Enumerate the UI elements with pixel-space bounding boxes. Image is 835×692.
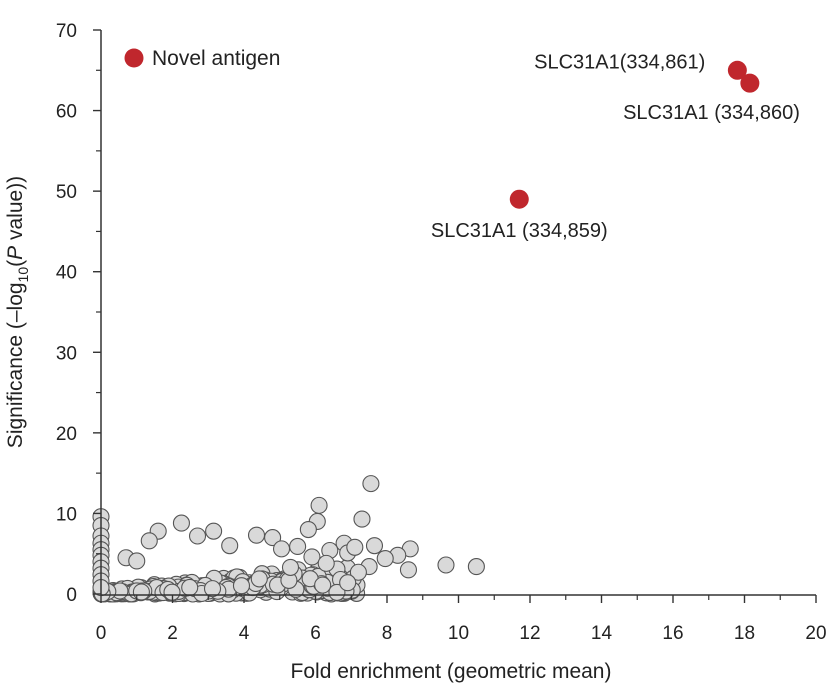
novel-antigen-points-layer: SLC31A1(334,861) SLC31A1 (334,860) SLC31A1… xyxy=(431,51,800,242)
background-point xyxy=(203,580,222,598)
novel-antigen-point xyxy=(509,189,529,209)
novel-antigen-point xyxy=(740,73,760,93)
other-peptide-point xyxy=(399,561,418,579)
background-point xyxy=(250,570,268,588)
other-peptide-points-layer xyxy=(92,475,485,601)
novel-antigen-annotation: SLC31A1(334,861) xyxy=(534,51,705,73)
other-peptide-point xyxy=(349,563,367,581)
background-point xyxy=(132,583,150,601)
x-tick-label: 6 xyxy=(310,623,321,644)
x-tick-label: 10 xyxy=(448,623,469,644)
x-tick-label: 14 xyxy=(591,623,613,644)
other-peptide-point xyxy=(264,529,282,547)
background-point xyxy=(181,578,199,597)
y-tick-label: 60 xyxy=(56,102,77,123)
other-peptide-point xyxy=(314,576,332,594)
other-peptide-point xyxy=(299,520,317,539)
legend-label-novel-antigen: Novel antigen xyxy=(152,47,280,70)
x-tick-label: 0 xyxy=(96,623,107,644)
novel-antigen-annotation: SLC31A1 (334,860) xyxy=(623,102,800,124)
y-tick-label: 40 xyxy=(56,263,77,284)
y-axis-title-subscript: 10 xyxy=(15,267,31,283)
x-axis-ticks: 0 2 4 6 8 10 12 14 16 18 20 xyxy=(96,595,827,644)
other-peptide-point xyxy=(376,549,394,568)
y-axis-title: Significance (–log10(P value)) xyxy=(4,176,31,448)
y-tick-label: 70 xyxy=(56,21,77,42)
other-peptide-point xyxy=(317,554,335,572)
other-peptide-point xyxy=(221,537,239,555)
other-peptide-point xyxy=(310,496,328,514)
other-peptide-point xyxy=(247,526,266,544)
other-peptide-point xyxy=(346,538,364,556)
other-peptide-point xyxy=(328,583,346,601)
other-peptide-point xyxy=(140,532,158,550)
other-peptide-point xyxy=(281,558,300,576)
other-peptide-point xyxy=(353,510,371,528)
x-tick-label: 8 xyxy=(382,623,393,644)
other-peptide-point xyxy=(365,537,384,555)
other-peptide-point xyxy=(128,552,146,570)
other-peptide-point xyxy=(437,556,455,574)
y-axis-title-suffix: value)) xyxy=(4,176,27,246)
y-tick-label: 50 xyxy=(56,182,77,203)
other-peptide-point xyxy=(205,522,223,540)
other-peptide-point xyxy=(289,537,307,556)
other-peptide-point xyxy=(303,548,321,566)
other-peptide-point xyxy=(362,475,380,493)
other-peptide-point xyxy=(467,558,485,576)
y-axis-title-prefix: Significance (–log xyxy=(4,282,27,448)
x-tick-label: 12 xyxy=(519,623,540,644)
y-axis-title-italic: P xyxy=(4,246,27,260)
other-peptide-point xyxy=(339,574,357,592)
y-axis-title-open: ( xyxy=(4,260,27,267)
x-tick-label: 20 xyxy=(805,623,826,644)
other-peptide-point xyxy=(172,514,190,532)
background-point xyxy=(232,577,251,595)
legend-marker-novel-antigen xyxy=(124,48,144,68)
novel-antigen-annotation: SLC31A1 (334,859) xyxy=(431,220,608,242)
y-axis-ticks: 0 10 20 30 40 50 60 70 xyxy=(56,21,101,606)
x-tick-label: 2 xyxy=(167,623,178,644)
x-axis-title: Fold enrichment (geometric mean) xyxy=(291,660,612,683)
other-peptide-point xyxy=(272,540,291,558)
x-tick-label: 4 xyxy=(239,623,250,644)
x-tick-label: 18 xyxy=(734,623,755,644)
y-tick-label: 0 xyxy=(66,585,77,606)
other-peptide-point xyxy=(188,527,207,545)
x-tick-label: 16 xyxy=(662,623,683,644)
novel-antigen-point xyxy=(727,60,747,80)
y-tick-label: 10 xyxy=(56,504,77,525)
y-tick-label: 30 xyxy=(56,343,77,364)
y-tick-label: 20 xyxy=(56,424,77,445)
